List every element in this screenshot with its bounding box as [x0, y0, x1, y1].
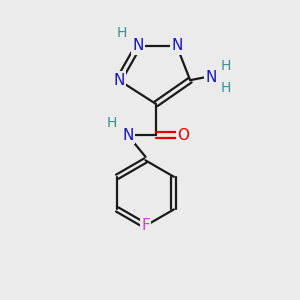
Text: H: H [117, 26, 127, 40]
Text: N: N [132, 38, 144, 53]
Text: H: H [220, 59, 231, 73]
Text: N: N [205, 70, 217, 85]
Text: H: H [220, 81, 231, 95]
Text: N: N [122, 128, 134, 142]
Text: H: H [107, 116, 117, 130]
Text: N: N [113, 73, 124, 88]
Text: N: N [171, 38, 182, 53]
Text: F: F [141, 218, 150, 233]
Text: O: O [177, 128, 189, 142]
